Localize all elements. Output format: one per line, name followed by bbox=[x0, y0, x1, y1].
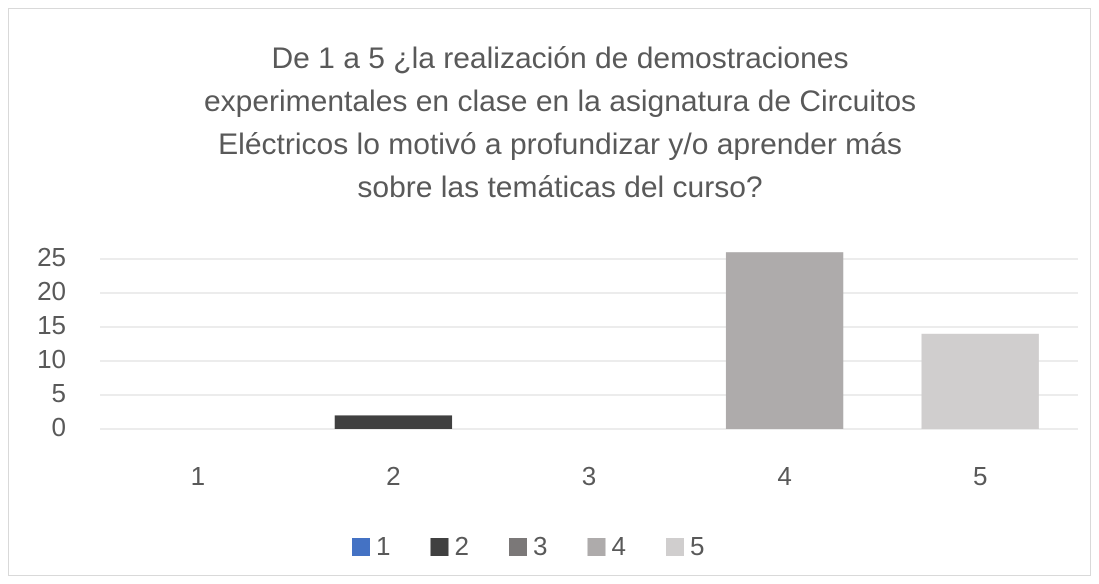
legend-swatch bbox=[430, 538, 449, 556]
legend-swatch bbox=[666, 538, 684, 556]
legend-swatch bbox=[587, 538, 606, 556]
chart-title: sobre las temáticas del curso? bbox=[357, 171, 762, 204]
x-tick-label: 3 bbox=[582, 461, 596, 491]
bar bbox=[725, 252, 844, 429]
x-tick-label: 1 bbox=[191, 461, 205, 491]
y-tick-label: 25 bbox=[37, 242, 66, 272]
x-tick-label: 2 bbox=[386, 461, 400, 491]
x-tick-label: 4 bbox=[777, 461, 791, 491]
legend-label: 1 bbox=[376, 531, 390, 561]
legend-label: 2 bbox=[455, 531, 469, 561]
legend-label: 3 bbox=[533, 531, 547, 561]
legend-label: 4 bbox=[612, 531, 626, 561]
legend-swatch bbox=[352, 538, 370, 556]
y-tick-label: 0 bbox=[52, 412, 66, 442]
chart-title: De 1 a 5 ¿la realización de demostracion… bbox=[272, 42, 849, 75]
chart-frame bbox=[8, 8, 1091, 576]
bar bbox=[334, 415, 453, 429]
legend-swatch bbox=[509, 538, 527, 556]
x-tick-label: 5 bbox=[973, 461, 987, 491]
legend-label: 5 bbox=[690, 531, 704, 561]
y-tick-label: 15 bbox=[37, 310, 66, 340]
y-tick-label: 20 bbox=[37, 276, 66, 306]
y-tick-label: 10 bbox=[37, 344, 66, 374]
chart-title: experimentales en clase en la asignatura… bbox=[204, 85, 916, 118]
chart-title: Eléctricos lo motivó a profundizar y/o a… bbox=[218, 128, 902, 161]
bar bbox=[921, 333, 1039, 429]
y-tick-label: 5 bbox=[52, 378, 66, 408]
